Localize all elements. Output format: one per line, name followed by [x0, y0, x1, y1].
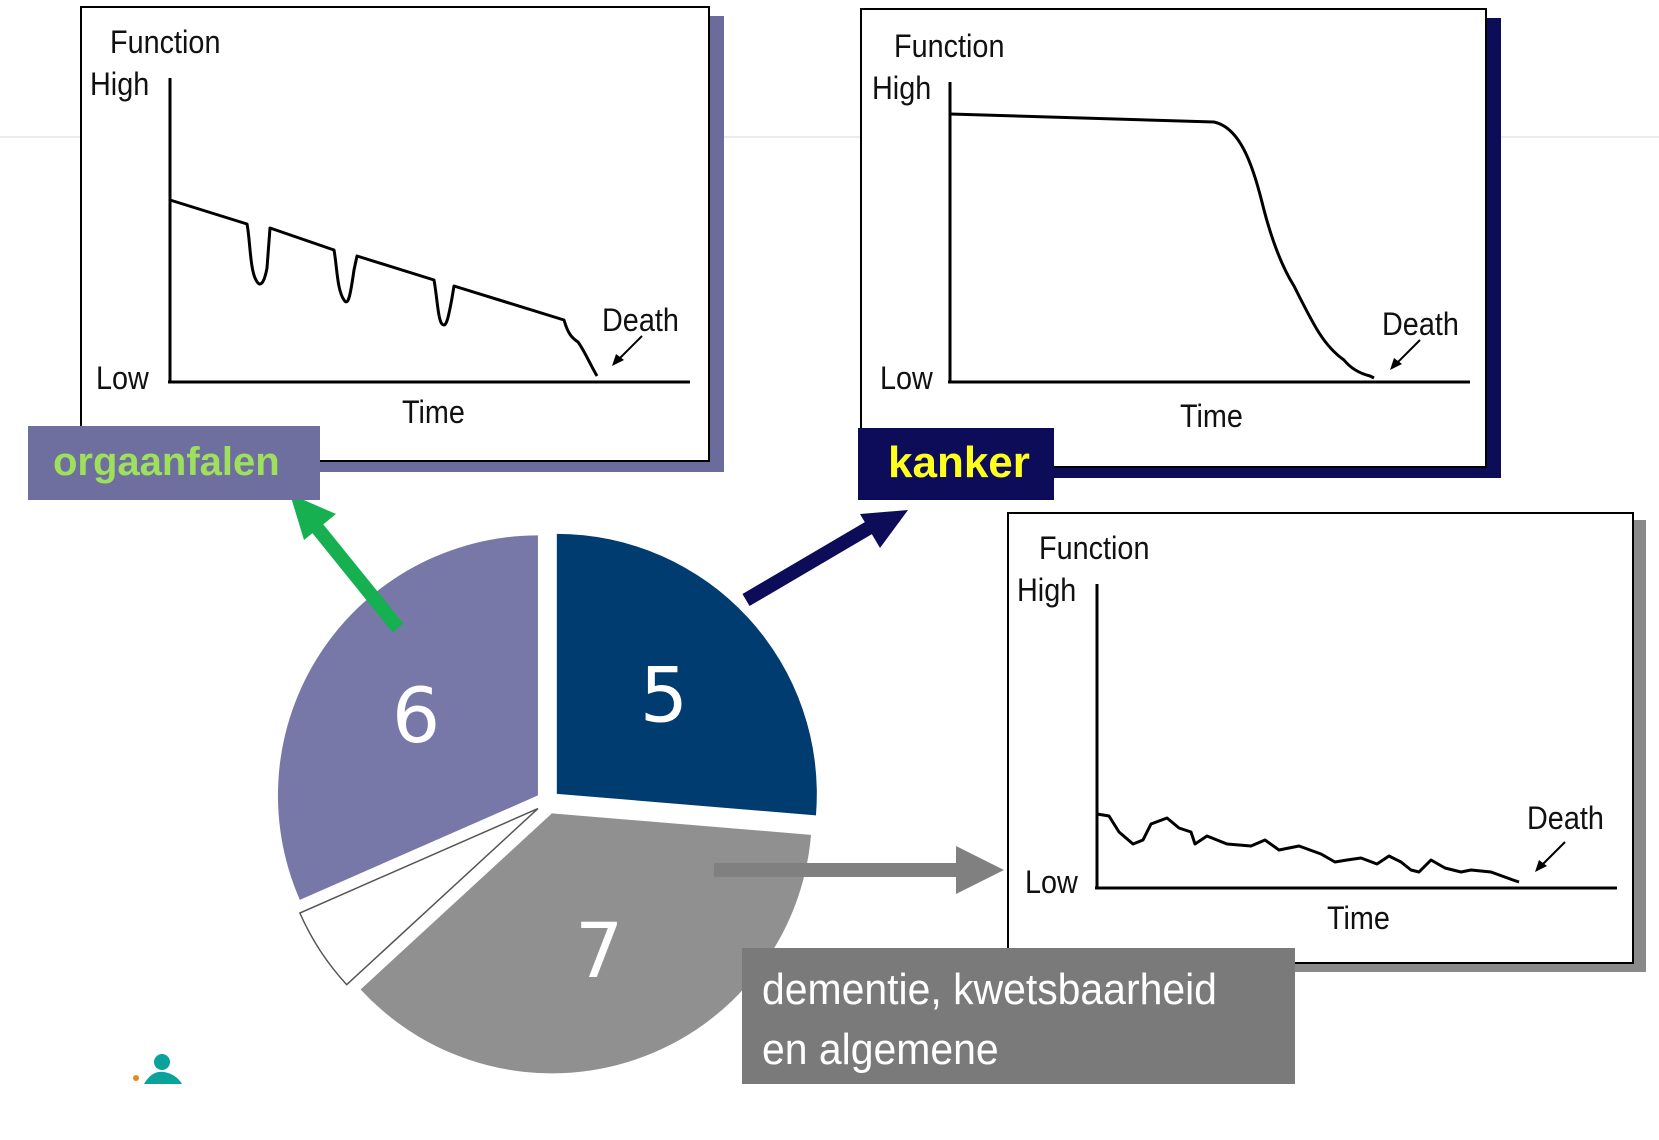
header-divider	[0, 136, 1659, 138]
person-logo-icon	[133, 1054, 182, 1084]
trajectory-panel-organ-failure: Function High Low Time Death	[80, 6, 710, 462]
time-label: Time	[1180, 398, 1243, 434]
time-label: Time	[1327, 900, 1390, 936]
pie-slice-cancer	[556, 533, 817, 816]
function-label: Function	[1039, 530, 1150, 566]
function-label: Function	[110, 24, 221, 60]
death-pointer-arrowhead	[1535, 860, 1547, 872]
pie-slice-organ	[277, 535, 538, 900]
pie-slice-label-organ: 6	[392, 671, 440, 760]
trajectory-panel-frailty: Function High Low Time Death	[1007, 512, 1634, 964]
pie-chart: 5 7 6	[277, 533, 817, 1074]
time-label: Time	[402, 394, 465, 430]
arrow-to-organ-failure	[308, 519, 404, 633]
arrow-to-frailty	[714, 863, 958, 877]
pie-slice-other	[298, 807, 539, 986]
pie-slice-label-frailty: 7	[575, 906, 623, 995]
illness-trajectory-pie-diagram: 5 7 6	[133, 494, 1004, 1084]
category-label-frailty: dementie, kwetsbaarheid en algemene acht…	[742, 948, 1295, 1134]
low-label: Low	[1025, 864, 1078, 900]
category-label-cancer: kanker	[858, 428, 1054, 500]
arrow-to-frailty-head	[956, 846, 1004, 894]
high-label: High	[1017, 572, 1077, 608]
death-label: Death	[1382, 306, 1459, 342]
arrow-to-cancer-head	[860, 510, 908, 548]
pie-slice-frailty	[360, 813, 812, 1074]
low-label: Low	[880, 360, 933, 396]
category-label-organ-failure: orgaanfalen	[28, 426, 320, 500]
pie-slice-label-cancer: 5	[640, 650, 688, 739]
category-label-frailty-line2: en algemene achteruitgang	[762, 1025, 1010, 1134]
death-label: Death	[1527, 800, 1604, 836]
trajectory-chart-frailty	[1095, 584, 1617, 890]
high-label: High	[90, 66, 150, 102]
death-pointer-arrowhead	[1390, 358, 1402, 370]
category-label-frailty-line1: dementie, kwetsbaarheid	[762, 965, 1217, 1014]
function-curve-organ-failure	[169, 198, 599, 377]
function-label: Function	[894, 28, 1005, 64]
function-curve-cancer	[949, 112, 1375, 380]
trajectory-chart-cancer	[948, 82, 1470, 384]
death-label: Death	[602, 302, 679, 338]
arrow-to-organ-failure-head	[290, 494, 336, 540]
arrow-to-cancer	[742, 519, 876, 607]
high-label: High	[872, 70, 932, 106]
death-pointer-arrowhead	[612, 354, 624, 366]
trajectory-chart-organ-failure	[168, 78, 690, 384]
function-curve-frailty	[1096, 812, 1520, 884]
low-label: Low	[96, 360, 149, 396]
trajectory-panel-cancer: Function High Low Time Death	[860, 8, 1487, 468]
